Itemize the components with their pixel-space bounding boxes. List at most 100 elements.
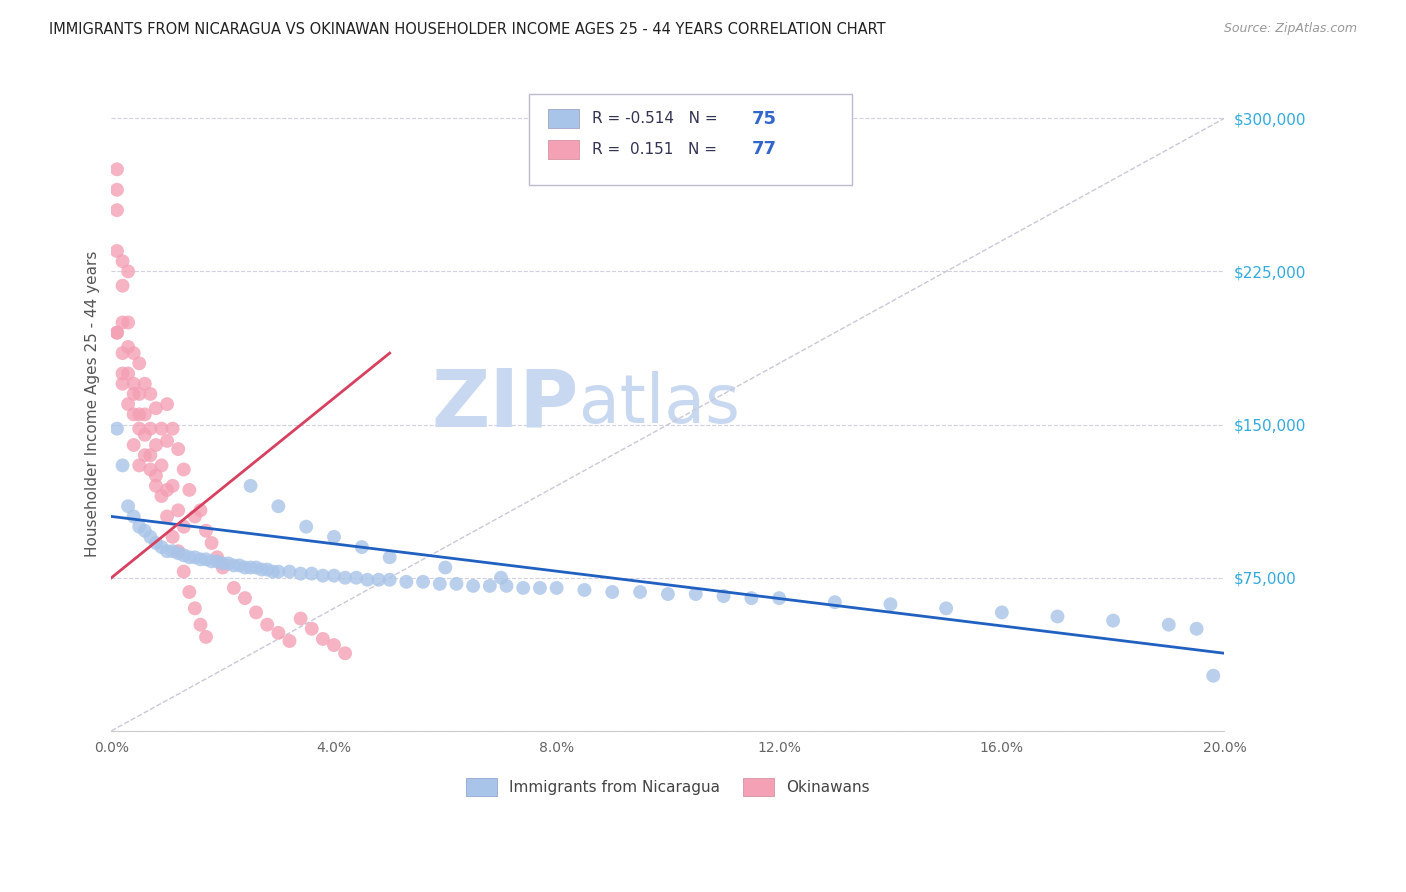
FancyBboxPatch shape xyxy=(548,139,579,159)
Point xyxy=(139,530,162,544)
FancyBboxPatch shape xyxy=(548,109,579,128)
Point xyxy=(122,408,145,422)
Point xyxy=(1102,614,1125,628)
Text: IMMIGRANTS FROM NICARAGUA VS OKINAWAN HOUSEHOLDER INCOME AGES 25 - 44 YEARS CORR: IMMIGRANTS FROM NICARAGUA VS OKINAWAN HO… xyxy=(49,22,886,37)
Legend: Immigrants from Nicaragua, Okinawans: Immigrants from Nicaragua, Okinawans xyxy=(460,772,876,802)
Point xyxy=(290,611,312,625)
Point xyxy=(412,574,434,589)
Point xyxy=(1185,622,1208,636)
Point xyxy=(239,479,262,493)
Text: 75: 75 xyxy=(751,110,776,128)
Point xyxy=(478,579,501,593)
Point xyxy=(167,546,190,560)
Y-axis label: Householder Income Ages 25 - 44 years: Householder Income Ages 25 - 44 years xyxy=(86,251,100,558)
Point xyxy=(128,422,150,436)
Point xyxy=(434,560,457,574)
Text: R =  0.151   N =: R = 0.151 N = xyxy=(592,142,723,157)
Point xyxy=(239,560,262,574)
Point xyxy=(173,519,195,533)
Point xyxy=(657,587,679,601)
FancyBboxPatch shape xyxy=(529,94,852,186)
Point xyxy=(117,264,139,278)
Text: Source: ZipAtlas.com: Source: ZipAtlas.com xyxy=(1223,22,1357,36)
Point xyxy=(150,540,173,554)
Point xyxy=(156,397,179,411)
Point xyxy=(173,548,195,562)
Text: R = -0.514   N =: R = -0.514 N = xyxy=(592,112,723,126)
Point xyxy=(222,558,245,573)
Point xyxy=(879,597,901,611)
Point xyxy=(200,554,222,568)
Point xyxy=(134,408,156,422)
Point xyxy=(344,571,367,585)
Point xyxy=(290,566,312,581)
Point xyxy=(128,519,150,533)
Point xyxy=(333,646,356,660)
Point xyxy=(111,367,134,381)
Point xyxy=(150,458,173,473)
Point xyxy=(228,558,250,573)
Point xyxy=(323,568,346,582)
Point xyxy=(173,462,195,476)
Point xyxy=(184,509,207,524)
Point xyxy=(139,448,162,462)
Point xyxy=(205,554,228,568)
Point xyxy=(156,544,179,558)
Point xyxy=(162,544,184,558)
Point xyxy=(145,468,167,483)
Point xyxy=(378,550,401,565)
Point xyxy=(139,462,162,476)
Point xyxy=(267,565,290,579)
Point xyxy=(233,560,256,574)
Text: atlas: atlas xyxy=(579,371,740,437)
Point xyxy=(256,617,278,632)
Point xyxy=(122,387,145,401)
Point xyxy=(111,278,134,293)
Point xyxy=(150,489,173,503)
Point xyxy=(105,326,128,340)
Point xyxy=(156,509,179,524)
Text: ZIP: ZIP xyxy=(432,365,579,443)
Point xyxy=(111,458,134,473)
Point xyxy=(267,625,290,640)
Point xyxy=(250,563,273,577)
Point xyxy=(529,581,551,595)
Point xyxy=(156,483,179,497)
Point xyxy=(463,579,485,593)
Point xyxy=(367,573,389,587)
Point xyxy=(167,544,190,558)
Point xyxy=(356,573,378,587)
Point xyxy=(111,254,134,268)
Point xyxy=(1046,609,1069,624)
Point xyxy=(105,326,128,340)
Point xyxy=(122,509,145,524)
Point xyxy=(117,397,139,411)
Point xyxy=(211,560,233,574)
Point xyxy=(179,585,201,599)
Point xyxy=(295,519,318,533)
Point xyxy=(262,565,284,579)
Point xyxy=(628,585,651,599)
Point xyxy=(600,585,623,599)
Point xyxy=(245,560,267,574)
Point xyxy=(150,422,173,436)
Point xyxy=(301,566,323,581)
Point xyxy=(323,530,346,544)
Point xyxy=(117,500,139,514)
Text: 77: 77 xyxy=(751,140,776,158)
Point xyxy=(139,422,162,436)
Point xyxy=(105,244,128,258)
Point xyxy=(1157,617,1180,632)
Point xyxy=(162,530,184,544)
Point xyxy=(1202,669,1225,683)
Point xyxy=(512,581,534,595)
Point xyxy=(740,591,762,606)
Point xyxy=(167,503,190,517)
Point xyxy=(824,595,846,609)
Point xyxy=(105,183,128,197)
Point xyxy=(205,550,228,565)
Point xyxy=(122,346,145,360)
Point xyxy=(267,500,290,514)
Point xyxy=(245,606,267,620)
Point xyxy=(195,524,218,538)
